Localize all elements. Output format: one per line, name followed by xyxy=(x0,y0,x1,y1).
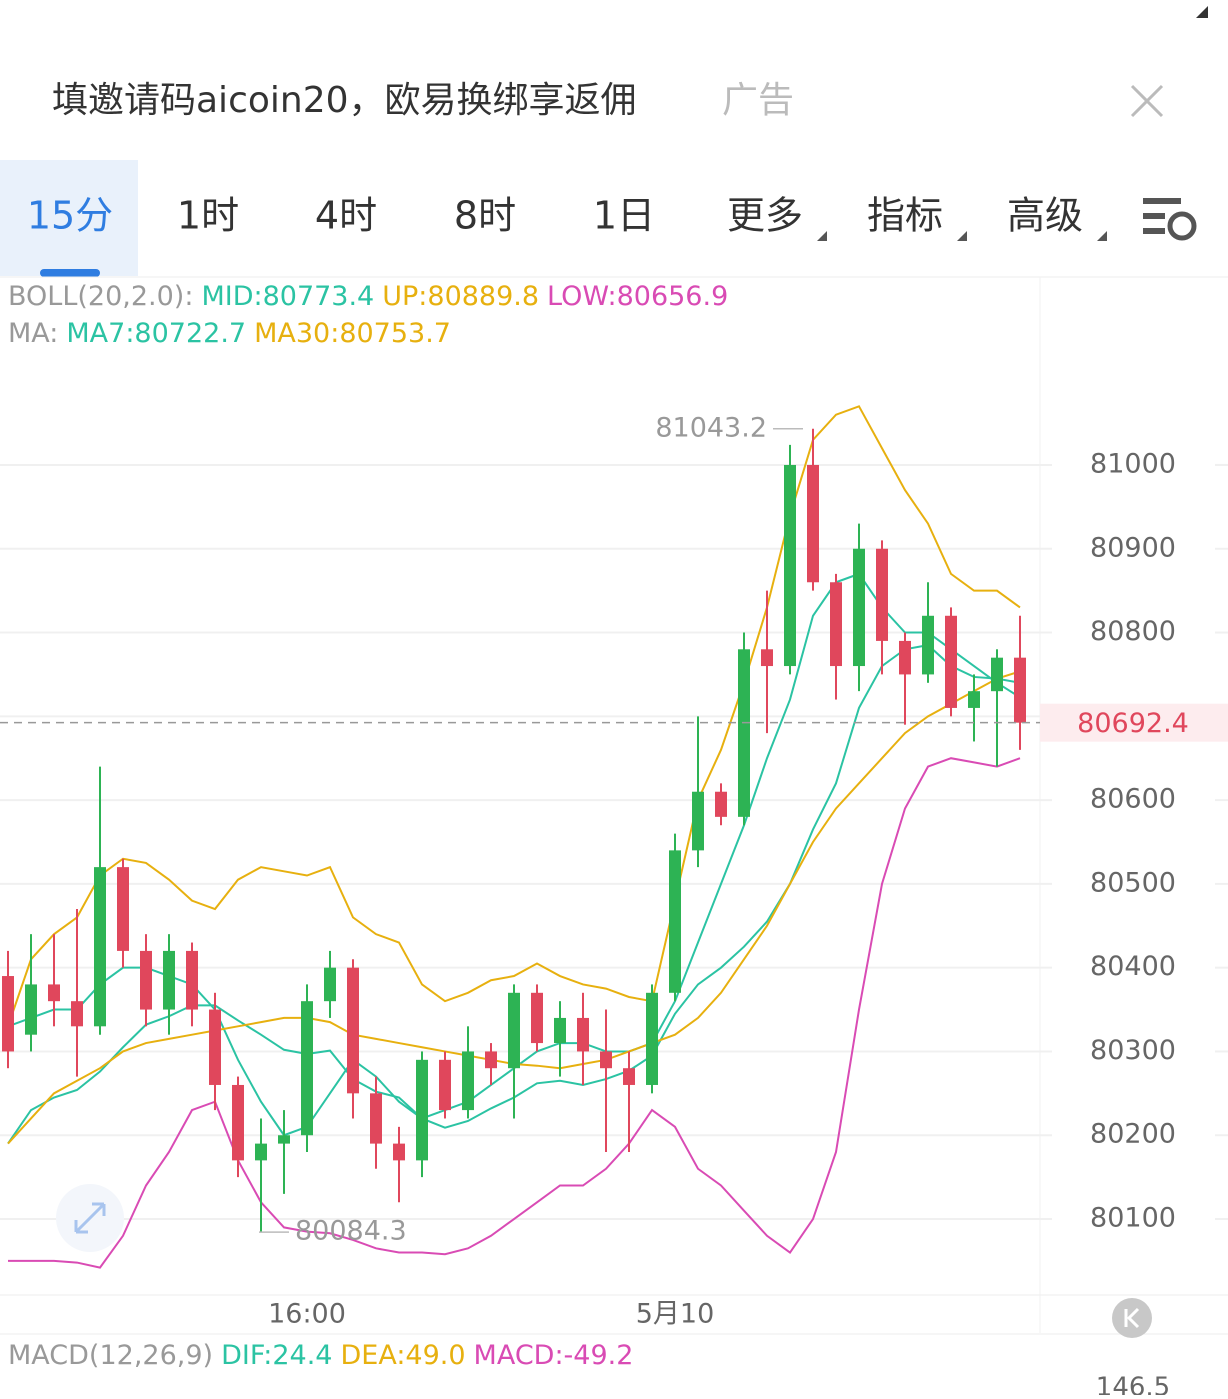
legend-label: MA: xyxy=(8,318,58,349)
candle-body xyxy=(646,992,658,1085)
last-price-bg xyxy=(1040,703,1228,742)
tab[interactable]: 4时 xyxy=(315,194,377,238)
candle-body xyxy=(416,1059,428,1161)
y-tick-label: 81000 xyxy=(1090,448,1176,479)
legend-item: LOW:80656.9 xyxy=(547,281,728,312)
legend: MA: MA7:80722.7 MA30:80753.7 xyxy=(8,318,451,349)
candle-body xyxy=(94,867,106,1027)
candle-body xyxy=(186,950,198,1010)
candle-body xyxy=(324,967,336,1002)
candle-body xyxy=(738,649,750,817)
candle-body xyxy=(347,967,359,1094)
y-tick-label: 80500 xyxy=(1090,867,1176,898)
y-tick-label: 80300 xyxy=(1090,1035,1176,1066)
candle-body xyxy=(117,867,129,951)
ad-tag: 广告 xyxy=(722,80,794,121)
candle-body xyxy=(669,850,681,993)
dropdown-arrow xyxy=(817,231,827,241)
x-tick-label: 5月10 xyxy=(636,1299,715,1330)
dropdown-arrow xyxy=(1097,231,1107,241)
tab[interactable]: 指标 xyxy=(867,194,943,238)
tab-selected-bg xyxy=(0,160,138,276)
candle-body xyxy=(439,1059,451,1111)
candle-body xyxy=(232,1084,244,1161)
candle-body xyxy=(715,791,727,817)
candle-body xyxy=(899,640,911,675)
candle-body xyxy=(807,464,819,583)
tab[interactable]: 8时 xyxy=(454,194,516,238)
candle-body xyxy=(876,548,888,641)
legend-item: MID:80773.4 xyxy=(201,281,374,312)
legend-item: DIF:24.4 xyxy=(221,1340,332,1371)
y-tick-label: 80400 xyxy=(1090,951,1176,982)
candle-body xyxy=(692,791,704,851)
y-tick-label: 80900 xyxy=(1090,532,1176,563)
candle-body xyxy=(600,1051,612,1069)
candle-body xyxy=(761,649,773,667)
tab[interactable]: 高级 xyxy=(1007,194,1083,238)
last-price-label: 80692.4 xyxy=(1077,708,1189,739)
legend: MACD(12,26,9) DIF:24.4 DEA:49.0 MACD:-49.2 xyxy=(8,1340,633,1371)
legend-item: MA30:80753.7 xyxy=(254,318,451,349)
legend-item: UP:80889.8 xyxy=(382,281,539,312)
candle-body xyxy=(485,1051,497,1069)
legend-label: BOLL(20,2.0): xyxy=(8,281,193,312)
candle-body xyxy=(531,992,543,1044)
reset-button[interactable] xyxy=(1112,1298,1152,1338)
y-tick-label: 80800 xyxy=(1090,616,1176,647)
tab-indicator xyxy=(40,269,100,277)
dropdown-arrow xyxy=(957,231,967,241)
candle-body xyxy=(922,615,934,675)
legend: BOLL(20,2.0): MID:80773.4 UP:80889.8 LOW:80… xyxy=(8,281,728,312)
candle-body xyxy=(554,1017,566,1044)
candle-body xyxy=(71,1001,83,1027)
close-button[interactable] xyxy=(1130,84,1164,118)
candle-body xyxy=(163,950,175,1010)
candle-body xyxy=(370,1093,382,1144)
tab[interactable]: 1时 xyxy=(177,194,239,238)
candle-body xyxy=(623,1068,635,1085)
legend-item: MACD:-49.2 xyxy=(474,1340,634,1371)
candle-body xyxy=(48,984,60,1002)
tab[interactable]: 1日 xyxy=(593,194,655,238)
candle-body xyxy=(508,992,520,1069)
candle-body xyxy=(278,1135,290,1144)
candle-body xyxy=(853,548,865,667)
candle-body xyxy=(1014,657,1026,723)
candle-body xyxy=(255,1143,267,1161)
candle-body xyxy=(830,582,842,667)
expand-button[interactable] xyxy=(56,1184,124,1252)
legend-item: DEA:49.0 xyxy=(340,1340,465,1371)
candle-body xyxy=(784,464,796,667)
tab[interactable]: 更多 xyxy=(727,194,803,238)
x-tick-label: 16:00 xyxy=(268,1299,346,1330)
y-tick-label: 80600 xyxy=(1090,784,1176,815)
candle-body xyxy=(577,1017,589,1052)
candle-body xyxy=(209,1009,221,1085)
settings-icon[interactable] xyxy=(1143,198,1197,241)
candle-body xyxy=(2,976,14,1052)
candle-body xyxy=(393,1143,405,1161)
ad-text[interactable]: 填邀请码aicoin20，欧易换绑享返佣 xyxy=(52,80,637,121)
indicator-line xyxy=(7,405,1021,1027)
candle-body xyxy=(301,1001,313,1136)
indicator-line xyxy=(8,757,1021,1269)
status-icon xyxy=(1196,6,1208,18)
candle-body xyxy=(140,950,152,1010)
candle-body xyxy=(25,984,37,1035)
y-tick-label: 80100 xyxy=(1090,1203,1176,1234)
candle-body xyxy=(945,615,957,708)
y-tick-label: 80200 xyxy=(1090,1119,1176,1150)
candle-body xyxy=(462,1051,474,1111)
min-label: 80084.3 xyxy=(295,1216,407,1247)
candle-body xyxy=(968,691,980,708)
candle-body xyxy=(991,657,1003,692)
macd-axis-label: 146.5 xyxy=(1096,1373,1170,1396)
tab[interactable]: 15分 xyxy=(27,194,113,238)
legend-item: MA7:80722.7 xyxy=(66,318,246,349)
legend-label: MACD(12,26,9) xyxy=(8,1340,213,1371)
max-label: 81043.2 xyxy=(655,412,767,443)
